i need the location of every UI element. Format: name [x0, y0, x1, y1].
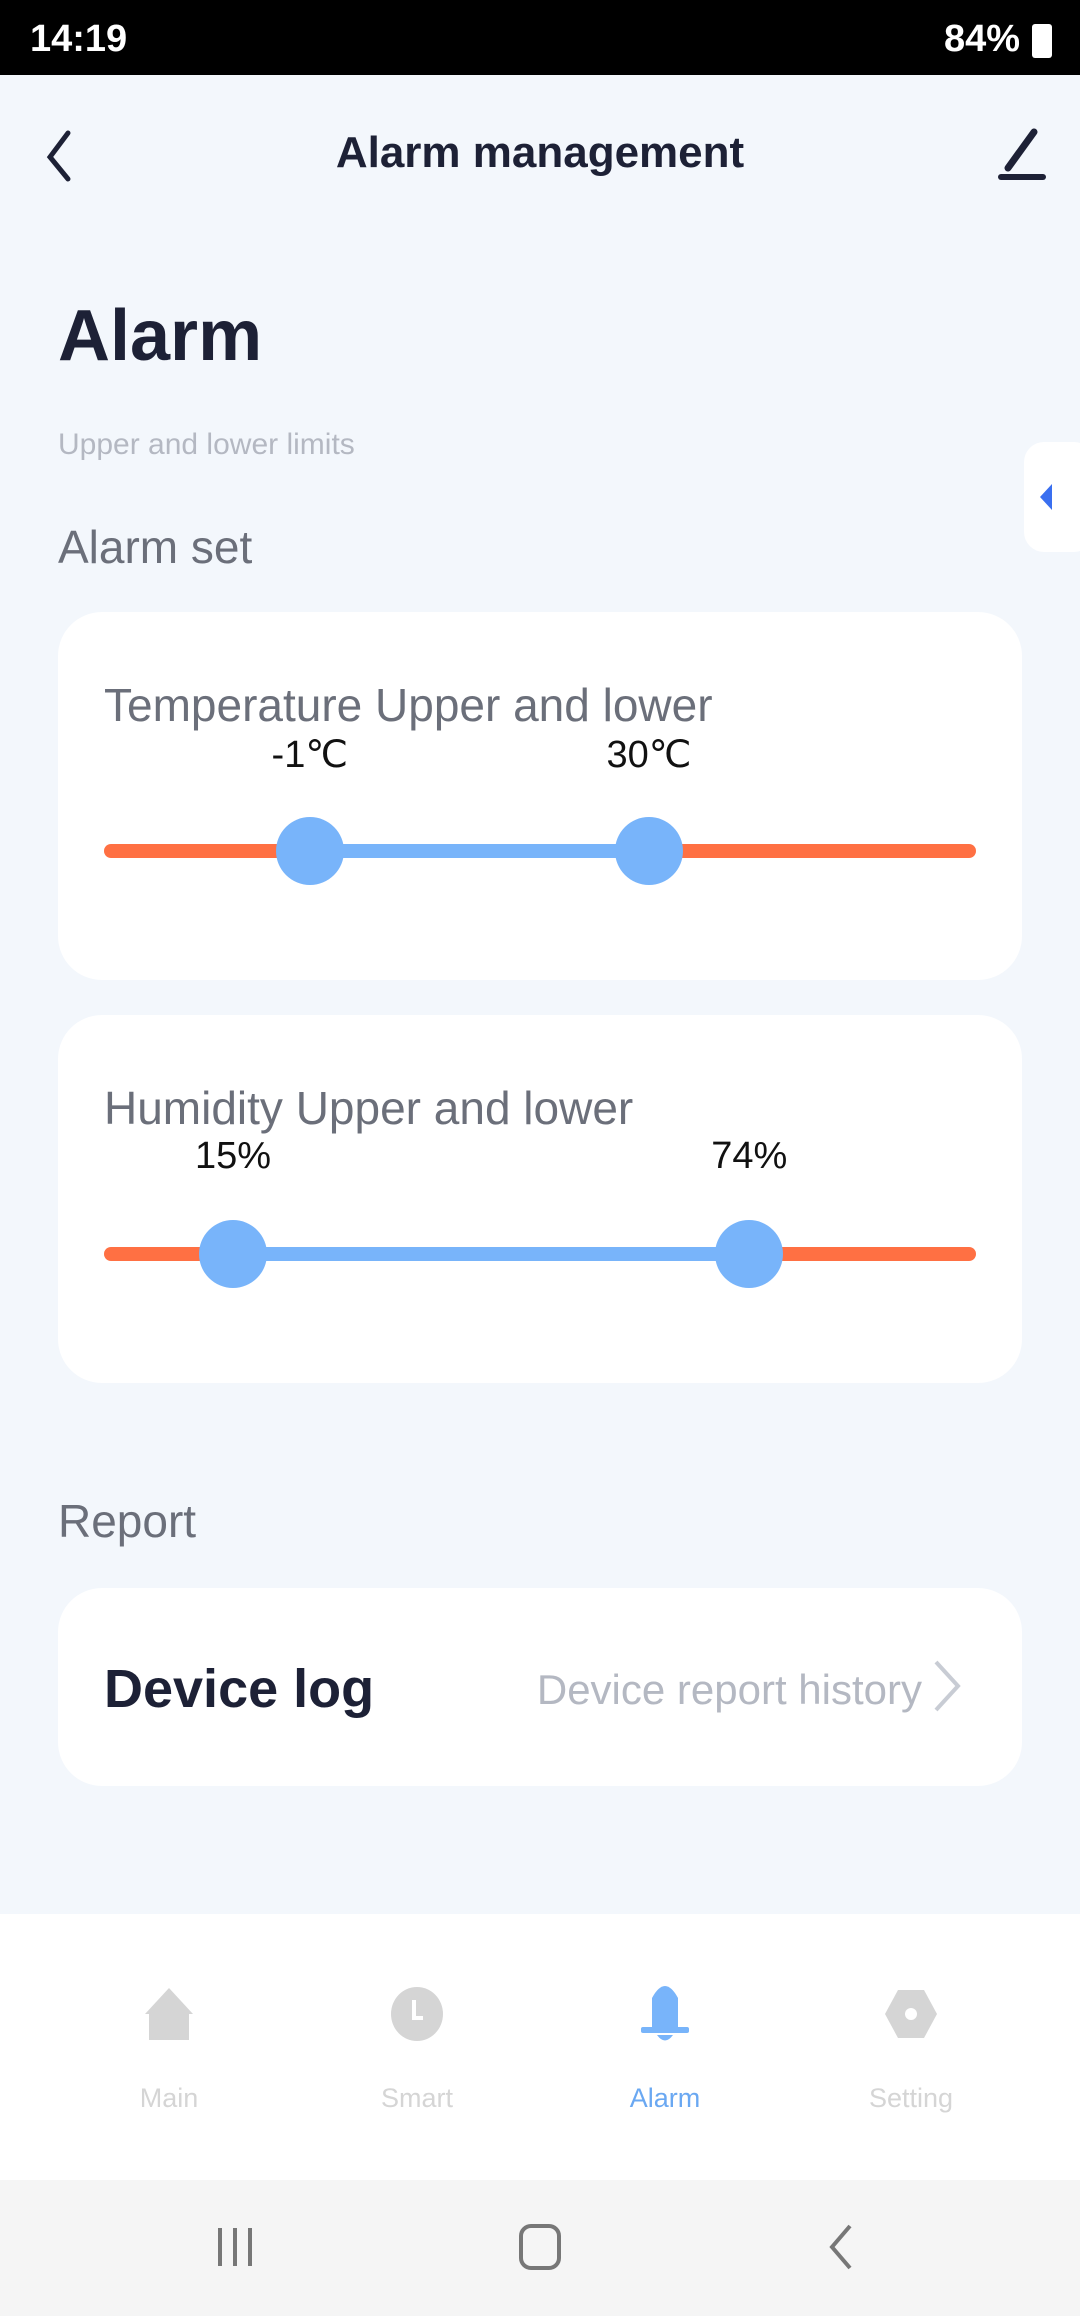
temperature-lower-value: -1℃	[271, 734, 349, 776]
humidity-selected-range	[233, 1247, 750, 1261]
temperature-upper-thumb[interactable]	[615, 817, 683, 885]
tab-label: Smart	[380, 2083, 453, 2113]
temperature-selected-range	[309, 844, 649, 858]
status-time: 14:19	[30, 18, 128, 60]
temperature-upper-value: 30℃	[606, 734, 692, 776]
section-alarm-set: Alarm set	[58, 521, 253, 573]
side-drawer-handle[interactable]	[1024, 442, 1080, 552]
tab-label: Main	[139, 2083, 199, 2113]
home-icon	[145, 1988, 193, 2040]
humidity-upper-thumb[interactable]	[715, 1220, 784, 1288]
clock-icon	[391, 1987, 443, 2041]
tab-smart[interactable]: Smart	[292, 1984, 542, 2114]
bell-icon	[641, 1986, 689, 2041]
page-header-title: Alarm management	[335, 128, 745, 177]
section-report: Report	[58, 1495, 197, 1547]
pencil-icon	[998, 128, 1046, 180]
temperature-card: Temperature Upper and lower -1℃ 30℃	[58, 612, 1022, 980]
recent-apps-icon[interactable]	[210, 2222, 260, 2272]
device-log-label: Device log	[104, 1659, 375, 1719]
home-button-icon[interactable]	[515, 2222, 565, 2272]
back-button[interactable]	[40, 125, 80, 185]
device-log-detail: Device report history	[536, 1666, 922, 1713]
system-nav-bar	[0, 2180, 1080, 2316]
device-log-row[interactable]: Device log Device report history	[58, 1588, 1022, 1786]
tab-main[interactable]: Main	[44, 1984, 294, 2114]
tab-label: Setting	[868, 2083, 954, 2113]
caret-left-icon	[1040, 484, 1052, 510]
tab-label: Alarm	[629, 2083, 701, 2113]
tab-setting[interactable]: Setting	[786, 1984, 1036, 2114]
status-bar: 14:19 84%	[0, 0, 1080, 75]
battery-level: 84%	[943, 18, 1020, 60]
chevron-left-icon	[46, 130, 71, 182]
back-nav-icon[interactable]	[822, 2222, 862, 2272]
bottom-tab-bar: Main Smart Alarm Setting	[0, 1914, 1080, 2180]
temperature-range-slider[interactable]	[104, 817, 976, 885]
humidity-card: Humidity Upper and lower 15% 74%	[58, 1015, 1022, 1383]
humidity-lower-thumb[interactable]	[199, 1220, 268, 1288]
humidity-range-slider[interactable]	[104, 1220, 976, 1288]
chevron-right-icon	[934, 1660, 961, 1712]
battery-icon	[1032, 24, 1052, 58]
humidity-lower-value: 15%	[195, 1135, 272, 1177]
temperature-title: Temperature Upper and lower	[104, 679, 713, 731]
humidity-upper-value: 74%	[711, 1135, 788, 1177]
tab-alarm[interactable]: Alarm	[540, 1980, 790, 2114]
page-subtitle: Upper and lower limits	[58, 428, 355, 461]
humidity-title: Humidity Upper and lower	[104, 1082, 634, 1134]
edit-button[interactable]	[996, 126, 1048, 182]
page-title: Alarm	[58, 296, 263, 376]
hexagon-gear-icon	[885, 1990, 937, 2038]
temperature-lower-thumb[interactable]	[275, 817, 344, 885]
